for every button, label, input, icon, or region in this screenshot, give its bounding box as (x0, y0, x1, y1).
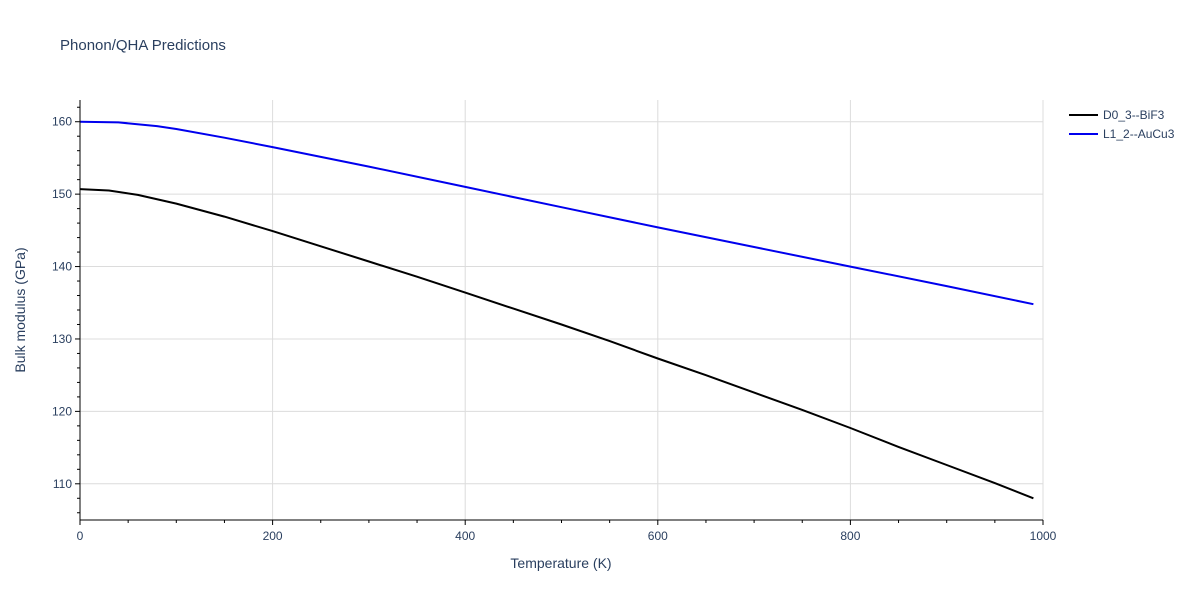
series-line-1 (79, 120, 1034, 306)
y-tick-label: 110 (53, 477, 72, 491)
tick-labels: 0 200 400 600 800 1000 110 120 130 140 150 160 (52, 115, 1057, 543)
x-tick-label: 200 (263, 529, 283, 543)
y-tick-label: 140 (52, 260, 72, 274)
x-axis-title: Temperature (K) (510, 555, 611, 571)
y-tick-label: 130 (52, 332, 72, 346)
legend-label-0: D0_3--BiF3 (1103, 108, 1165, 122)
plot-area (79, 120, 1034, 500)
series-line-0 (79, 188, 1034, 500)
y-tick-label: 160 (52, 115, 72, 129)
y-axis-title: Bulk modulus (GPa) (12, 247, 28, 372)
axes (75, 100, 1044, 525)
legend-label-1: L1_2--AuCu3 (1103, 127, 1175, 141)
x-tick-label: 0 (77, 529, 84, 543)
x-tick-label: 400 (455, 529, 475, 543)
legend: D0_3--BiF3 L1_2--AuCu3 (1069, 108, 1175, 141)
chart-title: Phonon/QHA Predictions (60, 37, 226, 54)
y-tick-label: 150 (52, 187, 72, 201)
x-tick-label: 800 (840, 529, 860, 543)
x-tick-label: 1000 (1030, 529, 1057, 543)
x-tick-label: 600 (648, 529, 668, 543)
y-tick-label: 120 (52, 404, 72, 418)
grid-lines (80, 100, 1044, 520)
